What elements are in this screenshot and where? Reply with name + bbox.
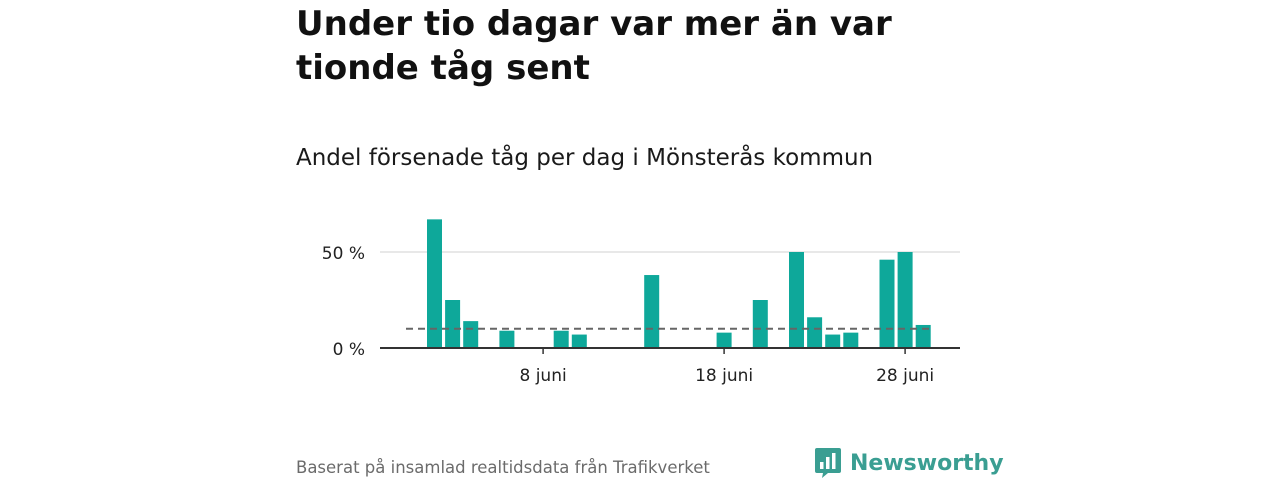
bar [843,332,859,348]
newsworthy-brand: Newsworthy [814,445,1004,481]
brand-name: Newsworthy [850,450,1004,476]
bar [807,317,823,348]
source-note: Baserat på insamlad realtidsdata från Tr… [296,458,710,477]
y-tick-label: 0 % [333,340,365,360]
bar [553,330,569,348]
x-tick-label: 18 juni [695,366,753,386]
bar [879,259,895,348]
bar-chart: 0 % 50 % 8 juni 18 juni 28 juni [322,219,960,386]
bar [571,334,587,348]
bar [499,330,515,348]
bar [644,275,660,348]
bar [915,324,931,348]
bar [825,334,841,348]
bar [897,252,913,348]
bar [716,332,732,348]
y-tick-label: 50 % [322,244,365,264]
x-tick-label: 8 juni [519,366,566,386]
chart-subtitle: Andel försenade tåg per dag i Mönsterås … [296,145,874,171]
bar [445,300,461,348]
newsworthy-logo-icon [815,448,841,478]
bar [752,300,768,348]
chart-title: Under tio dagar var mer än var tionde tå… [296,4,892,88]
bar [789,252,804,348]
bar [427,219,442,348]
x-tick-label: 28 juni [876,366,934,386]
bar [463,321,479,348]
